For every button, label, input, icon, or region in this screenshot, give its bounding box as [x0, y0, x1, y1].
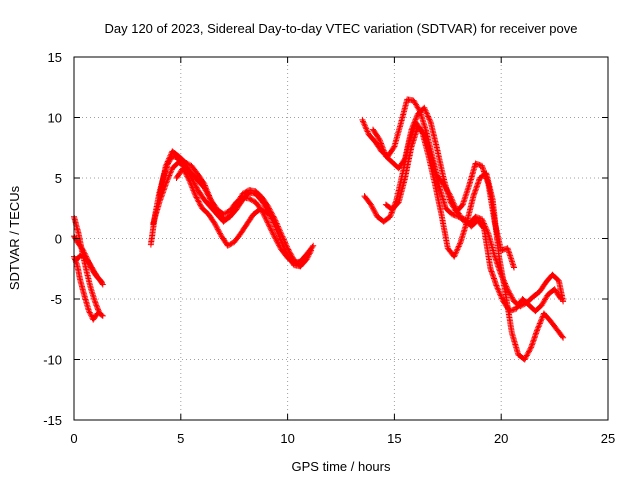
y-tick-label: -5 — [50, 292, 62, 307]
series-t10 — [361, 119, 567, 363]
y-tick-label: -10 — [43, 353, 62, 368]
y-axis-label: SDTVAR / TECUs — [7, 185, 22, 290]
series-t4 — [73, 252, 105, 286]
x-axis-label: GPS time / hours — [292, 459, 391, 474]
data-point-markers — [382, 124, 567, 310]
x-tick-label: 20 — [494, 431, 508, 446]
y-tick-label: 15 — [48, 50, 62, 65]
axis-ticks: 0 5 10 15 20 25 -15 -10 -5 0 5 10 15 — [43, 50, 615, 446]
data-point-markers — [370, 104, 517, 271]
data-point-markers — [173, 165, 276, 249]
y-tick-label: 5 — [55, 171, 62, 186]
y-tick-label: 10 — [48, 111, 62, 126]
x-tick-label: 25 — [601, 431, 615, 446]
y-tick-label: 0 — [55, 232, 62, 247]
chart-title: Day 120 of 2023, Sidereal Day-to-day VTE… — [104, 21, 577, 36]
series-t12 — [370, 104, 517, 271]
data-point-markers — [156, 148, 304, 270]
series-t7 — [156, 148, 304, 270]
x-tick-label: 10 — [280, 431, 294, 446]
x-tick-label: 5 — [177, 431, 184, 446]
series-t11 — [382, 124, 567, 310]
grid-lines — [74, 57, 608, 420]
data-point-markers — [73, 252, 105, 286]
x-tick-label: 0 — [70, 431, 77, 446]
series-t8 — [173, 165, 276, 249]
data-markers — [71, 96, 567, 363]
y-tick-label: -15 — [43, 413, 62, 428]
data-point-markers — [361, 119, 567, 363]
x-tick-label: 15 — [387, 431, 401, 446]
